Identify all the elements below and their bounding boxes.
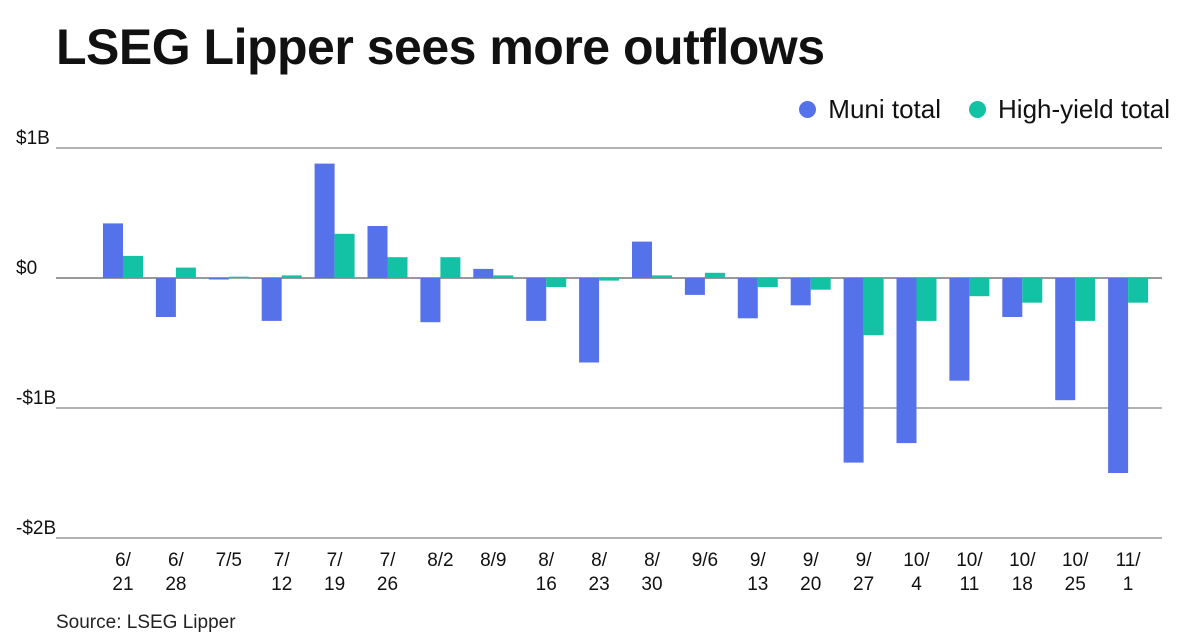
bar-high-yield (1075, 278, 1096, 321)
legend-label-muni: Muni total (828, 94, 942, 124)
x-tick-label: 10/11 (956, 550, 983, 595)
bar-high-yield (599, 278, 620, 281)
bar-muni (103, 223, 123, 278)
bar-muni (896, 278, 917, 444)
y-tick-label: $1B (16, 128, 50, 149)
bar-chart: $1B $0 -$1B -$2B 6/21 6/28 7/5 7/12 7/19 7/26 8/2 8… (16, 128, 1162, 595)
x-tick-label: 6/28 (165, 550, 186, 595)
x-tick-label: 6/21 (112, 550, 133, 595)
bar-muni (949, 278, 970, 381)
bar-high-yield (969, 278, 990, 297)
legend-item-muni: Muni total (799, 94, 941, 125)
bar-high-yield (440, 257, 461, 278)
bar-high-yield (281, 275, 302, 278)
x-tick-label: 8/23 (589, 550, 610, 595)
x-tick-label: 8/2 (427, 550, 453, 571)
bar-high-yield (175, 267, 196, 278)
bar-high-yield (387, 257, 408, 278)
bar-muni (684, 278, 705, 295)
x-tick-label: 8/16 (536, 550, 557, 595)
bar-muni (579, 278, 600, 363)
x-tick-label: 8/30 (641, 550, 662, 595)
x-tick-label: 9/27 (853, 550, 874, 595)
legend-swatch-high-yield-icon (969, 101, 987, 118)
bar-high-yield (704, 272, 725, 278)
x-tick-label: 7/12 (271, 550, 292, 595)
legend-swatch-muni-icon (799, 101, 817, 118)
chart-title: LSEG Lipper sees more outflows (56, 19, 825, 75)
legend-label-high-yield: High-yield total (998, 94, 1170, 124)
x-tick-label: 9/13 (747, 550, 768, 595)
bar-muni (737, 278, 758, 319)
bar-high-yield (916, 278, 937, 321)
bar-high-yield (546, 278, 567, 288)
bar-muni (420, 278, 441, 323)
bar-high-yield (652, 275, 672, 278)
x-tick-label: 7/19 (324, 550, 345, 595)
bar-high-yield (1128, 278, 1149, 303)
bar-high-yield (757, 278, 778, 288)
bar-high-yield (863, 278, 884, 336)
bar-muni (526, 278, 547, 321)
bar-high-yield (228, 276, 249, 279)
legend: Muni total High-yield total (799, 94, 1170, 125)
x-tick-label: 7/26 (377, 550, 398, 595)
bar-high-yield (493, 275, 514, 278)
bar-muni (1108, 278, 1129, 473)
bar-muni (261, 278, 282, 321)
x-tick-label: 9/20 (800, 550, 821, 595)
bar-high-yield (1022, 278, 1043, 303)
y-tick-label: $0 (16, 258, 37, 279)
bar-muni (1002, 278, 1023, 317)
x-tick-label: 10/25 (1062, 550, 1089, 595)
x-tick-label: 10/4 (903, 550, 930, 595)
bar-muni (632, 241, 652, 278)
y-tick-label: -$2B (16, 518, 56, 539)
source-note: Source: LSEG Lipper (56, 612, 236, 633)
y-tick-label: -$1B (16, 388, 56, 409)
x-tick-label: 10/18 (1009, 550, 1036, 595)
bar-muni (843, 278, 864, 463)
bar-muni (208, 278, 229, 280)
x-tick-label: 11/1 (1116, 550, 1142, 595)
bar-muni (1055, 278, 1076, 401)
bar-muni (790, 278, 811, 306)
bar-high-yield (123, 255, 143, 278)
bar-muni (155, 278, 176, 317)
bar-high-yield (810, 278, 831, 290)
bar-muni (367, 226, 388, 278)
x-tick-label: 8/9 (480, 550, 506, 571)
bar-high-yield (334, 233, 355, 278)
bar-muni (473, 268, 494, 278)
legend-item-high-yield: High-yield total (969, 94, 1170, 125)
x-tick-label: 7/5 (216, 550, 242, 571)
x-tick-label: 9/6 (692, 550, 718, 571)
bar-muni (314, 163, 335, 278)
